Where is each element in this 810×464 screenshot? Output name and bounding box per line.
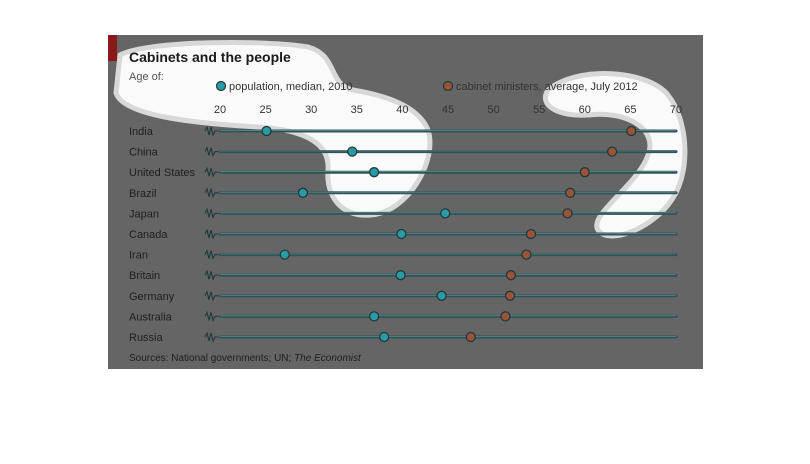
chart-row: Germany (129, 290, 678, 303)
population-median-dot (379, 331, 390, 343)
cabinet-average-dot (521, 249, 532, 260)
x-tick-label: 25 (259, 104, 271, 116)
population-median-dot (279, 249, 290, 260)
category-label: Iran (129, 250, 148, 262)
axis-break-mark (204, 207, 218, 219)
category-label: Brazil (129, 188, 157, 200)
population-median-dot (436, 290, 447, 301)
legend-label-0: population, median, 2010 (229, 81, 353, 93)
legend-label-1: cabinet ministers, average, July 2012 (456, 81, 638, 93)
x-tick-label: 35 (351, 104, 363, 116)
category-label: China (129, 147, 159, 159)
category-label: Russia (129, 332, 164, 344)
axis-break-mark (204, 310, 218, 322)
legend: population, median, 2010 cabinet minister… (215, 80, 638, 93)
source-prefix: Sources: National governments; UN; (129, 353, 294, 364)
chart-rows: India China United States Brazil Japan Canada… (129, 125, 678, 344)
legend-marker-1 (442, 80, 454, 92)
chart-row: United States (129, 166, 678, 179)
chart-row: Britain (129, 269, 678, 282)
x-tick-label: 65 (624, 104, 636, 116)
x-tick-label: 30 (305, 104, 317, 116)
cabinet-average-dot (500, 311, 511, 322)
chart-title: Cabinets and the people (129, 49, 291, 65)
x-tick-label: 45 (442, 104, 454, 116)
chart-row: Canada (129, 228, 678, 241)
population-median-dot (261, 125, 272, 137)
chart-row: China (129, 146, 678, 159)
category-label: India (129, 126, 154, 138)
axis-break-mark (204, 269, 218, 281)
category-label: Germany (129, 291, 175, 303)
x-tick-label: 50 (487, 104, 499, 116)
population-median-dot (297, 187, 309, 198)
category-label: United States (129, 167, 196, 179)
highlight-blob-left (113, 39, 433, 218)
axis-break-mark (204, 228, 218, 240)
chart-svg: Cabinets and the people Age of: populati… (108, 35, 688, 364)
chart-panel: Cabinets and the people Age of: populati… (108, 35, 703, 369)
source-italic: The Economist (294, 353, 362, 364)
chart-row: Iran (129, 249, 678, 262)
axis-break-mark (204, 331, 218, 343)
cabinet-average-dot (504, 290, 516, 301)
chart-row: Australia (129, 310, 678, 323)
cabinet-average-dot (607, 146, 618, 157)
axis-break-mark (204, 249, 218, 261)
cabinet-average-dot (626, 125, 637, 137)
axis-break-mark (204, 187, 218, 199)
population-median-dot (368, 311, 380, 322)
x-tick-label: 60 (579, 104, 591, 116)
axis-break-mark (204, 166, 218, 178)
x-tick-labels: 20 25 30 35 40 45 50 55 60 65 70 (214, 104, 682, 116)
axis-break-mark (204, 146, 218, 158)
population-median-dot (368, 167, 380, 178)
category-label: Japan (129, 208, 159, 220)
accent-bar (108, 35, 117, 61)
x-tick-label: 55 (533, 104, 545, 116)
axis-break-mark (204, 125, 218, 137)
chart-row: Brazil (129, 187, 678, 200)
source-note: Sources: National governments; UN; The E… (129, 353, 362, 364)
cabinet-average-dot (562, 208, 573, 219)
x-tick-label: 20 (214, 104, 226, 116)
legend-marker-0 (215, 80, 227, 92)
population-median-dot (347, 146, 358, 157)
x-tick-label: 40 (396, 104, 408, 116)
cabinet-average-dot (565, 187, 576, 198)
x-tick-label: 70 (670, 104, 682, 116)
chart-row: Japan (129, 207, 678, 220)
category-label: Britain (129, 270, 160, 282)
population-median-dot (440, 208, 451, 219)
population-median-dot (395, 270, 406, 281)
category-label: Canada (129, 229, 168, 241)
chart-subtitle: Age of: (129, 71, 164, 83)
highlight-blob-right (543, 71, 688, 239)
cabinet-average-dot (505, 270, 517, 281)
category-label: Australia (129, 311, 173, 323)
cabinet-average-dot (465, 331, 476, 343)
cabinet-average-dot (579, 167, 590, 178)
chart-row: India (129, 125, 678, 138)
population-median-dot (396, 228, 407, 240)
axis-break-mark (204, 290, 218, 302)
cabinet-average-dot (525, 228, 537, 240)
chart-row: Russia (129, 331, 678, 344)
